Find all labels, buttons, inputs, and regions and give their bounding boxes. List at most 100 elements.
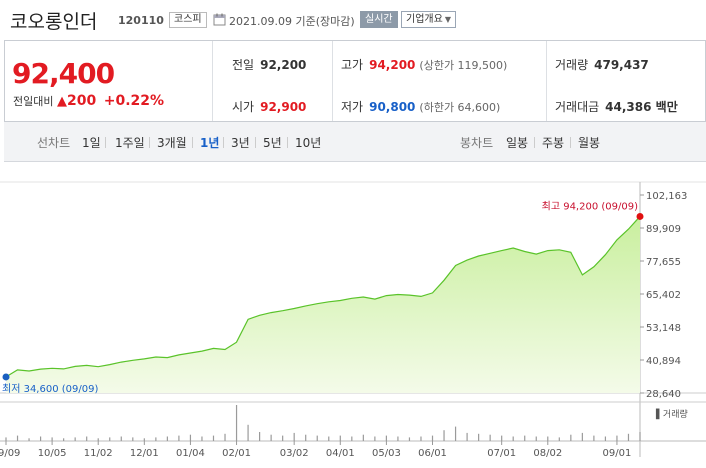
open-value: 92,900: [260, 100, 307, 114]
volume: 거래량 479,437: [555, 56, 649, 73]
high-price: 고가 94,200 (상한가 119,500): [341, 56, 507, 73]
current-price: 92,400: [12, 57, 115, 90]
low-price: 저가 90,800 (하한가 64,600): [341, 98, 500, 115]
y-tick-label: 40,894: [646, 356, 681, 367]
volume-bar: [178, 435, 180, 441]
tab-5y[interactable]: 5년: [263, 136, 282, 150]
high-label: 고가: [341, 58, 364, 72]
volume-bar: [305, 434, 307, 441]
volume-bar: [478, 433, 480, 441]
volume-bar: [535, 436, 537, 441]
x-tick-label: 09/09: [0, 448, 20, 459]
x-tick-label: 10/05: [38, 448, 67, 459]
volume-bar: [512, 436, 514, 441]
volume-bar: [558, 437, 560, 441]
volume-bar: [97, 438, 99, 441]
price-line: [5, 215, 641, 378]
x-tick-label: 04/01: [326, 448, 355, 459]
volume-bar: [385, 435, 387, 441]
company-overview-dropdown[interactable]: 기업개요 ▼: [401, 11, 456, 28]
volume-bar: [166, 436, 168, 441]
tab-3y[interactable]: 3년: [231, 136, 250, 150]
volume-bar: [86, 436, 88, 441]
prev-close-label: 전일: [232, 58, 255, 72]
y-tick-label: 65,402: [646, 290, 681, 301]
upper-limit: (상한가 119,500): [419, 59, 508, 72]
volume-bar: [547, 436, 549, 441]
price-chart: 102,163 89,909 77,655 65,402 53,148 40,894 28,…: [0, 181, 706, 459]
amount-value: 44,386 백만: [605, 100, 678, 114]
chevron-down-icon: ▼: [444, 15, 451, 24]
volume-bar: [593, 435, 595, 441]
volume-legend: ▌거래량: [655, 408, 688, 420]
price-area-fill: [6, 216, 640, 393]
y-tick-label: 89,909: [646, 224, 681, 235]
volume-value: 479,437: [594, 58, 649, 72]
volume-bar: [5, 437, 7, 441]
x-tick-label: 06/01: [418, 448, 447, 459]
company-overview-label: 기업개요: [406, 14, 443, 25]
tab-1y[interactable]: 1년: [200, 136, 220, 150]
price-area: 92,400 전일대비 ▲200 +0.22%: [5, 41, 213, 121]
low-value: 90,800: [369, 100, 416, 114]
x-tick-label: 01/04: [176, 448, 205, 459]
x-tick-label: 09/01: [603, 448, 632, 459]
volume-bar: [74, 437, 76, 441]
tab-1w[interactable]: 1주일: [115, 136, 145, 150]
low-label: 최저 34,600 (09/09): [2, 383, 98, 395]
volume-bar: [443, 430, 445, 441]
x-tick-label: 12/01: [130, 448, 159, 459]
change-row: 전일대비 ▲200 +0.22%: [13, 93, 164, 109]
volume-bar: [466, 432, 468, 441]
volume-bar: [362, 434, 364, 441]
change-label: 전일대비: [13, 95, 54, 108]
y-tick-label: 53,148: [646, 323, 681, 334]
tab-3m[interactable]: 3개월: [157, 136, 187, 150]
x-tick-label: 08/02: [533, 448, 562, 459]
line-chart-label: 선차트: [37, 136, 71, 150]
volume-bar: [224, 433, 226, 441]
volume-bar: [374, 436, 376, 441]
volume-bar: [627, 433, 630, 441]
prev-close: 전일 92,200: [232, 56, 306, 73]
volume-bar: [524, 435, 526, 441]
volume-bar: [28, 438, 30, 441]
volume-bar: [570, 434, 572, 441]
volume-bar: [501, 435, 503, 441]
high-point: [636, 212, 644, 220]
high-value: 94,200: [369, 58, 416, 72]
volume-bar: [616, 435, 618, 441]
volume-bar: [63, 438, 65, 441]
chart-period-tabs: 선차트 1일 1주일 3개월 1년 3년 5년 10년 봉차트 일봉 주봉 월봉: [4, 122, 706, 162]
volume-bar: [454, 426, 457, 441]
open-label: 시가: [232, 100, 255, 114]
y-tick-label: 28,640: [646, 389, 681, 400]
tab-1d[interactable]: 1일: [82, 136, 101, 150]
volume-bar: [339, 435, 341, 441]
x-tick-label: 07/01: [487, 448, 516, 459]
x-tick-label: 03/02: [280, 448, 309, 459]
volume-bar: [316, 435, 318, 441]
volume-bar: [120, 436, 122, 441]
volume-bar: [431, 435, 434, 441]
candle-chart-label: 봉차트: [460, 136, 494, 150]
prev-close-value: 92,200: [260, 58, 307, 72]
y-tick-label: 77,655: [646, 257, 681, 268]
x-tick-label: 02/01: [222, 448, 251, 459]
realtime-button[interactable]: 실시간: [360, 11, 398, 28]
tab-weekly[interactable]: 주봉: [542, 136, 565, 150]
y-tick-label: 102,163: [646, 191, 687, 202]
volume-bar: [397, 436, 399, 441]
x-tick-label: 05/03: [372, 448, 401, 459]
x-tick-label: 11/02: [84, 448, 113, 459]
tab-daily[interactable]: 일봉: [506, 136, 529, 150]
quote-panel: 92,400 전일대비 ▲200 +0.22% 전일 92,200 고가 94,20…: [4, 40, 706, 122]
volume-bar: [270, 434, 272, 441]
open-price: 시가 92,900: [232, 98, 306, 115]
stock-code: 120110: [118, 14, 164, 27]
tab-monthly[interactable]: 월봉: [578, 136, 601, 150]
volume-bar: [16, 435, 19, 441]
tab-10y[interactable]: 10년: [295, 136, 322, 150]
calendar-icon: [213, 13, 226, 26]
market-badge: 코스피: [169, 12, 207, 28]
